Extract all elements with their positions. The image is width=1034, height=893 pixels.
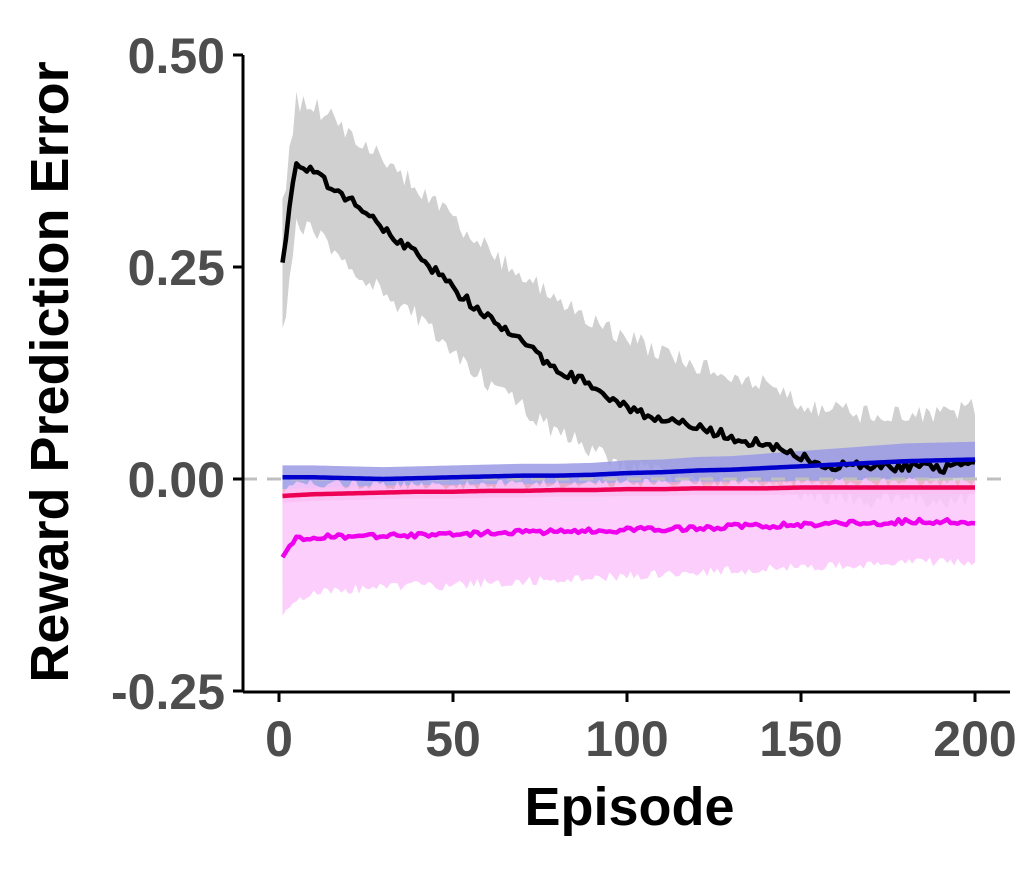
y-tick-label: -0.25 bbox=[111, 664, 225, 720]
series-line-0 bbox=[280, 161, 976, 475]
x-tick-label: 200 bbox=[933, 711, 1016, 767]
y-tick-label: 0.25 bbox=[128, 240, 225, 296]
series-line-3 bbox=[280, 516, 976, 559]
x-tick-label: 50 bbox=[425, 711, 481, 767]
y-axis-ticks: -0.25 0.00 0.25 0.50 bbox=[111, 28, 243, 720]
x-tick-label: 0 bbox=[265, 711, 293, 767]
series-line-1 bbox=[282, 457, 976, 482]
series-band-3 bbox=[282, 477, 976, 616]
series-lines bbox=[280, 161, 976, 559]
y-tick-label: 0.50 bbox=[128, 28, 225, 84]
x-tick-label: 150 bbox=[759, 711, 842, 767]
y-axis-title: Reward Prediction Error bbox=[20, 61, 80, 682]
x-axis-title: Episode bbox=[524, 777, 734, 837]
series-line-2 bbox=[282, 485, 975, 499]
y-tick-label: 0.00 bbox=[128, 452, 225, 508]
x-tick-label: 100 bbox=[585, 711, 668, 767]
x-axis-ticks: 0 50 100 150 200 bbox=[265, 692, 1017, 767]
